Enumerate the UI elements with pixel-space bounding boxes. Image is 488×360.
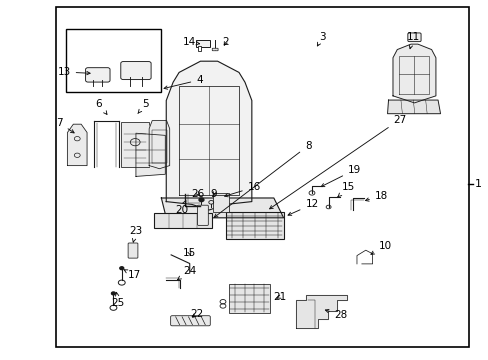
Text: 10: 10 bbox=[370, 240, 391, 254]
Text: 17: 17 bbox=[124, 270, 141, 280]
FancyBboxPatch shape bbox=[213, 193, 228, 212]
Circle shape bbox=[120, 267, 123, 270]
Text: 22: 22 bbox=[189, 309, 203, 319]
Bar bbox=[195, 40, 210, 47]
Polygon shape bbox=[161, 198, 283, 218]
Text: 21: 21 bbox=[272, 292, 286, 302]
Bar bbox=[66, 29, 161, 92]
Text: 16: 16 bbox=[224, 182, 261, 197]
Bar bbox=[56, 7, 468, 347]
Text: 12: 12 bbox=[287, 199, 318, 215]
Text: 28: 28 bbox=[325, 309, 347, 320]
Text: 3: 3 bbox=[317, 32, 325, 46]
Text: 9: 9 bbox=[210, 189, 217, 199]
Text: 19: 19 bbox=[321, 165, 361, 186]
Text: 4: 4 bbox=[164, 75, 203, 89]
Polygon shape bbox=[67, 124, 87, 166]
Polygon shape bbox=[136, 133, 165, 176]
Polygon shape bbox=[149, 121, 169, 169]
Polygon shape bbox=[387, 100, 440, 114]
Text: 5: 5 bbox=[138, 99, 149, 113]
Text: 6: 6 bbox=[95, 99, 107, 114]
Text: 26: 26 bbox=[191, 189, 204, 199]
Text: 27: 27 bbox=[269, 114, 406, 209]
Text: 15: 15 bbox=[337, 182, 354, 197]
FancyBboxPatch shape bbox=[212, 48, 218, 51]
FancyBboxPatch shape bbox=[128, 243, 138, 258]
Text: 24: 24 bbox=[177, 266, 196, 280]
Text: 8: 8 bbox=[214, 141, 311, 217]
Text: 11: 11 bbox=[406, 32, 419, 49]
Circle shape bbox=[111, 292, 115, 295]
Text: 20: 20 bbox=[175, 201, 187, 215]
Text: 23: 23 bbox=[129, 226, 142, 242]
Text: 14: 14 bbox=[183, 37, 199, 47]
Bar bbox=[225, 212, 283, 239]
FancyBboxPatch shape bbox=[85, 68, 110, 82]
Polygon shape bbox=[166, 61, 251, 210]
Polygon shape bbox=[295, 295, 346, 328]
Text: 7: 7 bbox=[56, 118, 74, 133]
FancyBboxPatch shape bbox=[121, 62, 151, 80]
Text: 25: 25 bbox=[111, 292, 125, 308]
Text: 15: 15 bbox=[183, 248, 196, 258]
FancyBboxPatch shape bbox=[121, 122, 149, 167]
Text: 1: 1 bbox=[474, 179, 481, 189]
Circle shape bbox=[199, 198, 203, 202]
FancyBboxPatch shape bbox=[170, 316, 210, 326]
Bar bbox=[197, 46, 201, 51]
Text: 13: 13 bbox=[57, 67, 90, 77]
Text: 2: 2 bbox=[222, 37, 229, 47]
FancyBboxPatch shape bbox=[197, 205, 208, 225]
FancyBboxPatch shape bbox=[407, 33, 420, 42]
Text: 18: 18 bbox=[365, 191, 387, 201]
Bar bbox=[228, 284, 270, 313]
Polygon shape bbox=[392, 44, 435, 103]
FancyBboxPatch shape bbox=[153, 213, 211, 228]
